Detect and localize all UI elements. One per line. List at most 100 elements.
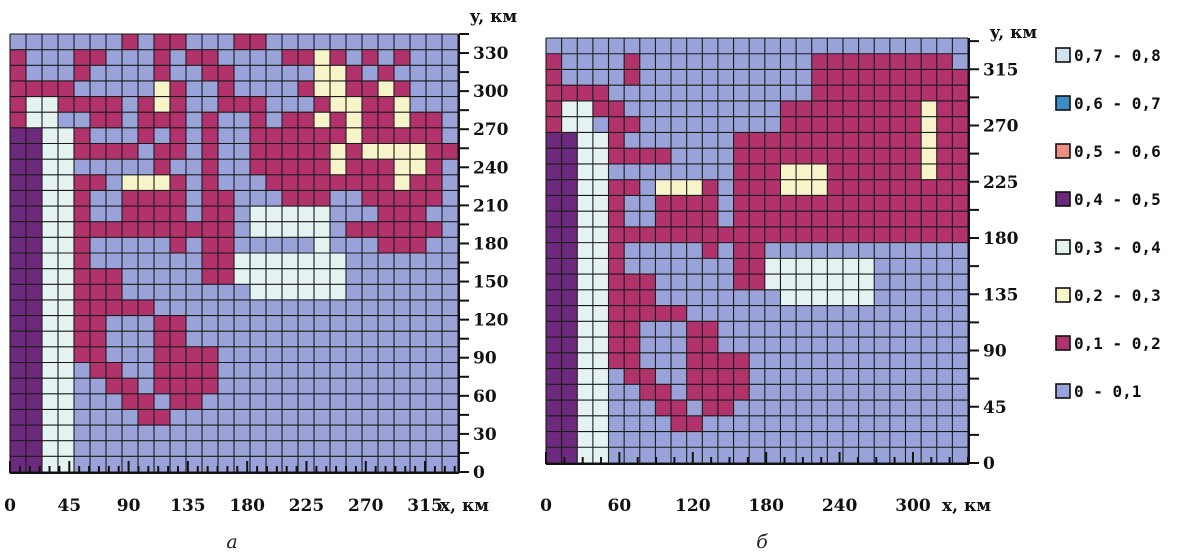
heatmap-cell: [42, 362, 59, 379]
heatmap-cell: [58, 440, 75, 457]
heatmap-cell: [608, 352, 625, 369]
heatmap-cell: [410, 65, 427, 82]
heatmap-cell: [592, 53, 609, 70]
heatmap-cell: [921, 85, 938, 102]
heatmap-cell: [90, 284, 107, 301]
heatmap-cell: [42, 268, 59, 285]
heatmap-cell: [561, 148, 578, 165]
heatmap-cell: [74, 362, 91, 379]
heatmap-cell: [561, 321, 578, 338]
heatmap-cell: [10, 315, 27, 332]
heatmap-cell: [218, 456, 235, 473]
heatmap-cell: [624, 321, 641, 338]
heatmap-cell: [936, 132, 953, 149]
heatmap-cell: [874, 258, 891, 275]
heatmap-cell: [561, 179, 578, 196]
x-tick-label: 180: [229, 496, 265, 516]
heatmap-cell: [624, 368, 641, 385]
heatmap-cell: [250, 221, 267, 238]
heatmap-cell: [686, 148, 703, 165]
heatmap-cell: [936, 274, 953, 291]
heatmap-cell: [577, 132, 594, 149]
heatmap-cell: [74, 346, 91, 363]
heatmap-cell: [442, 65, 459, 82]
heatmap-cell: [546, 289, 563, 306]
heatmap-cell: [298, 315, 315, 332]
heatmap-cell: [889, 289, 906, 306]
heatmap-cell: [905, 53, 922, 70]
heatmap-cell: [298, 425, 315, 442]
heatmap-cell: [90, 315, 107, 332]
heatmap-cell: [936, 242, 953, 259]
heatmap-cell: [702, 337, 719, 354]
heatmap-cell: [592, 337, 609, 354]
heatmap-cell: [639, 274, 656, 291]
heatmap-cell: [889, 368, 906, 385]
heatmap-cell: [921, 400, 938, 417]
heatmap-cell: [905, 337, 922, 354]
heatmap-cell: [154, 284, 171, 301]
heatmap-cell: [442, 49, 459, 66]
heatmap-cell: [592, 195, 609, 212]
heatmap-cell: [655, 195, 672, 212]
heatmap-cell: [90, 268, 107, 285]
heatmap-cell: [394, 143, 411, 160]
heatmap-cell: [106, 315, 123, 332]
heatmap-cell: [624, 195, 641, 212]
heatmap-cell: [827, 274, 844, 291]
heatmap-cell: [702, 289, 719, 306]
heatmap-cell: [138, 174, 155, 191]
heatmap-cell: [921, 415, 938, 432]
x-tick-label: 180: [748, 496, 784, 516]
heatmap-cell: [874, 53, 891, 70]
heatmap-cell: [26, 409, 43, 426]
heatmap-cell: [42, 284, 59, 301]
heatmap-cell: [780, 337, 797, 354]
heatmap-cell: [671, 352, 688, 369]
heatmap-cell: [42, 299, 59, 316]
heatmap-cell: [702, 211, 719, 228]
heatmap-cell: [686, 242, 703, 259]
x-tick-label: 135: [170, 496, 206, 516]
heatmap-cell: [282, 362, 299, 379]
legend-swatch: [1055, 191, 1071, 207]
heatmap-cell: [561, 195, 578, 212]
legend-label: 0,2 - 0,3: [1074, 286, 1161, 305]
heatmap-cell: [592, 148, 609, 165]
legend-label: 0,3 - 0,4: [1074, 238, 1161, 257]
heatmap-cell: [889, 384, 906, 401]
heatmap-cell: [282, 425, 299, 442]
heatmap-cell: [90, 409, 107, 426]
heatmap-cell: [282, 315, 299, 332]
heatmap-cell: [74, 409, 91, 426]
heatmap-cell: [717, 163, 734, 181]
heatmap-cell: [655, 321, 672, 338]
heatmap-cell: [733, 195, 750, 212]
heatmap-cell: [702, 69, 719, 86]
heatmap-cell: [811, 447, 828, 464]
y-tick-label: 240: [473, 158, 509, 178]
heatmap-cell: [426, 299, 443, 316]
heatmap-cell: [842, 85, 859, 102]
heatmap-cell: [330, 253, 347, 270]
heatmap-cell: [921, 195, 938, 212]
heatmap-cell: [858, 85, 875, 102]
heatmap-cell: [282, 284, 299, 301]
heatmap-cell: [639, 69, 656, 86]
heatmap-cell: [577, 368, 594, 385]
heatmap-cell: [442, 284, 459, 301]
heatmap-cell: [827, 195, 844, 212]
heatmap-cell: [952, 431, 969, 448]
heatmap-cell: [378, 80, 395, 97]
x-axis-title-a: x, км: [440, 496, 489, 516]
heatmap-cell: [58, 127, 75, 144]
heatmap-cell: [74, 268, 91, 285]
heatmap-cell: [655, 211, 672, 228]
heatmap-cell: [250, 346, 267, 363]
heatmap-cell: [154, 159, 171, 176]
heatmap-cell: [842, 384, 859, 401]
heatmap-cell: [639, 85, 656, 102]
heatmap-cell: [624, 305, 641, 322]
heatmap-cell: [298, 65, 315, 82]
heatmap-cell: [266, 112, 283, 129]
